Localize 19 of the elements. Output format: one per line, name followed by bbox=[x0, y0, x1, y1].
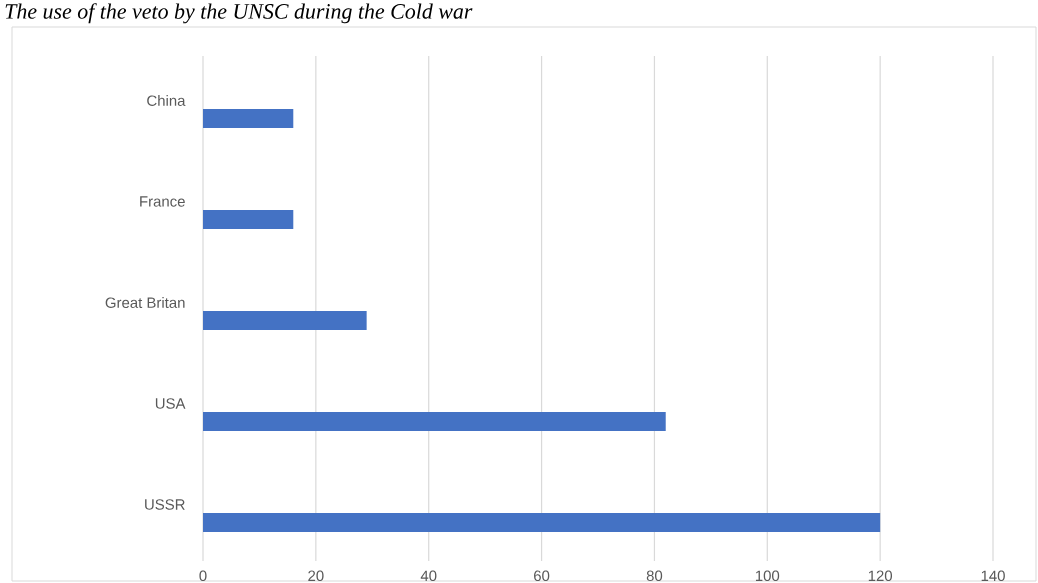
x-tick-label: 140 bbox=[981, 570, 1005, 582]
chart-title: The use of the veto by the UNSC during the Cold war bbox=[5, 3, 473, 24]
x-tick-label: 40 bbox=[420, 570, 437, 582]
y-tick-label: USA bbox=[155, 398, 186, 409]
x-tick-label: 100 bbox=[755, 570, 780, 582]
x-tick-label: 0 bbox=[199, 570, 207, 582]
y-tick-label: Great Britan bbox=[105, 297, 185, 308]
bar bbox=[203, 210, 294, 230]
y-tick-label: USSR bbox=[145, 499, 185, 510]
x-tick-label: 120 bbox=[868, 570, 893, 582]
bar bbox=[203, 513, 881, 533]
y-tick-label: China bbox=[147, 95, 186, 106]
y-tick-label: France bbox=[140, 196, 185, 207]
x-tick-label: 60 bbox=[534, 570, 550, 582]
bar bbox=[203, 109, 294, 128]
x-tick-label: 80 bbox=[646, 570, 663, 582]
x-tick-label: 20 bbox=[308, 570, 324, 582]
bar bbox=[203, 311, 367, 331]
bar bbox=[203, 412, 666, 432]
